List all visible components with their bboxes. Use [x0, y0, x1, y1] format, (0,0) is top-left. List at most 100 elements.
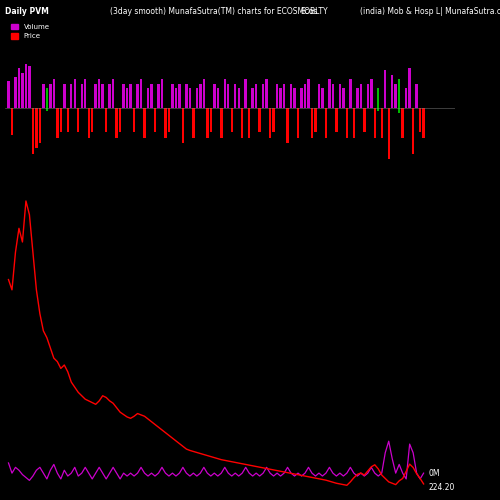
Bar [412, 108, 414, 154]
Bar [328, 79, 330, 108]
Bar [52, 79, 55, 108]
Bar [35, 108, 37, 148]
Bar [63, 84, 66, 108]
Bar [338, 84, 341, 108]
Bar [91, 108, 94, 132]
Bar [182, 108, 184, 143]
Bar [42, 84, 44, 108]
Bar [112, 79, 114, 108]
Bar [174, 88, 177, 108]
Bar [402, 108, 404, 138]
Bar [308, 79, 310, 108]
Bar [398, 108, 400, 112]
Bar [202, 79, 205, 108]
Bar [49, 84, 51, 108]
Bar [192, 108, 194, 138]
Bar [280, 88, 282, 108]
Bar [119, 108, 122, 132]
Legend: Volume, Price: Volume, Price [8, 21, 52, 42]
Bar [255, 84, 258, 108]
Bar [258, 108, 261, 132]
Bar [266, 79, 268, 108]
Bar [321, 88, 324, 108]
Bar [370, 79, 372, 108]
Bar [356, 88, 358, 108]
Bar [300, 88, 302, 108]
Bar [238, 88, 240, 108]
Bar [314, 108, 316, 132]
Bar [304, 84, 306, 108]
Bar [276, 84, 278, 108]
Bar [199, 84, 202, 108]
Bar [349, 79, 352, 108]
Text: 0M: 0M [429, 468, 440, 477]
Bar [248, 108, 250, 138]
Bar [252, 88, 254, 108]
Bar [416, 84, 418, 108]
Bar [213, 84, 216, 108]
Bar [46, 108, 48, 111]
Bar [188, 88, 191, 108]
Bar [178, 84, 180, 108]
Bar [60, 108, 62, 132]
Bar [122, 84, 125, 108]
Bar [377, 108, 380, 111]
Bar [168, 108, 170, 132]
Bar [241, 108, 244, 138]
Bar [335, 108, 338, 132]
Bar [286, 108, 289, 143]
Bar [70, 84, 72, 108]
Text: Daily PVM: Daily PVM [5, 8, 49, 16]
Bar [56, 108, 58, 138]
Bar [144, 108, 146, 138]
Bar [374, 108, 376, 138]
Text: Ecos: Ecos [300, 8, 318, 16]
Bar [46, 88, 48, 108]
Bar [352, 108, 355, 138]
Bar [74, 79, 76, 108]
Bar [269, 108, 272, 138]
Bar [8, 82, 10, 108]
Bar [154, 108, 156, 132]
Bar [220, 108, 222, 138]
Bar [224, 79, 226, 108]
Bar [380, 108, 383, 138]
Bar [366, 84, 369, 108]
Bar [227, 84, 230, 108]
Bar [318, 84, 320, 108]
Bar [11, 108, 13, 135]
Bar [234, 84, 236, 108]
Text: (india) Mob & Hosp L| MunafaSutra.com: (india) Mob & Hosp L| MunafaSutra.com [360, 8, 500, 16]
Bar [32, 108, 34, 154]
Bar [28, 66, 30, 108]
Bar [294, 88, 296, 108]
Bar [384, 70, 386, 108]
Bar [272, 108, 275, 132]
Bar [14, 77, 16, 108]
Bar [196, 88, 198, 108]
Bar [408, 68, 411, 108]
Bar [21, 72, 24, 108]
Bar [24, 64, 27, 108]
Bar [84, 79, 86, 108]
Bar [391, 75, 394, 108]
Bar [126, 88, 128, 108]
Bar [297, 108, 299, 138]
Bar [136, 84, 139, 108]
Bar [164, 108, 166, 138]
Bar [88, 108, 90, 138]
Bar [130, 84, 132, 108]
Bar [388, 108, 390, 159]
Bar [105, 108, 108, 132]
Bar [360, 84, 362, 108]
Bar [419, 108, 422, 132]
Bar [262, 84, 264, 108]
Bar [290, 84, 292, 108]
Bar [346, 108, 348, 138]
Bar [158, 84, 160, 108]
Bar [108, 84, 111, 108]
Bar [230, 108, 233, 132]
Bar [311, 108, 313, 138]
Bar [150, 84, 152, 108]
Bar [38, 108, 41, 143]
